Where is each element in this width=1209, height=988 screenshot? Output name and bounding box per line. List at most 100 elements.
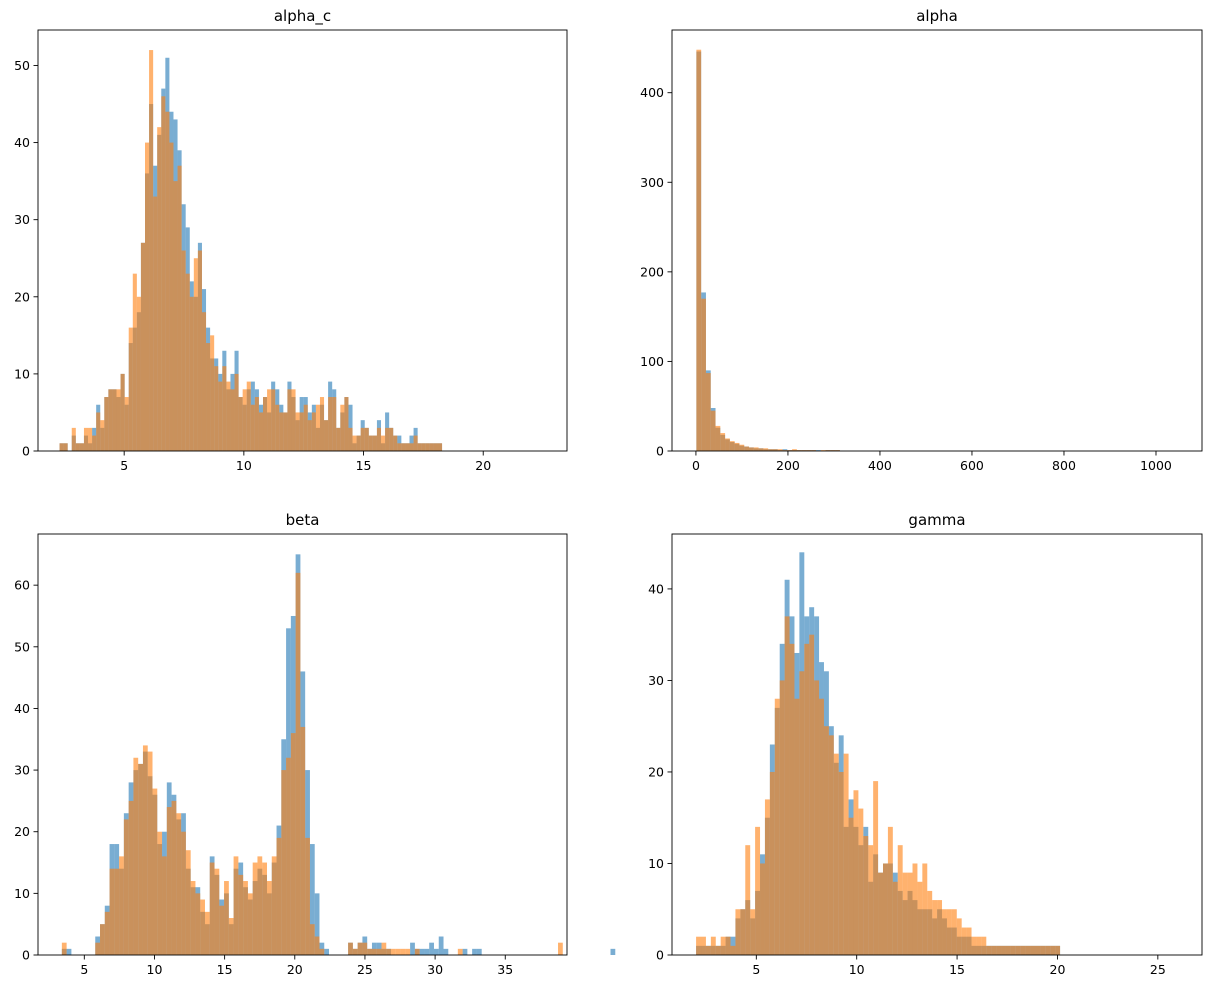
alpha-c-bar (397, 435, 402, 451)
beta-bar (233, 856, 239, 955)
alpha-c-bar (409, 443, 414, 451)
alpha-c-bar (356, 435, 361, 451)
gamma-bar (710, 936, 716, 955)
beta-y-tick-label: 20 (14, 824, 30, 839)
beta-bar (419, 948, 425, 955)
alpha-c-bar (124, 397, 129, 451)
beta-bar (166, 807, 172, 955)
gamma-bar (887, 826, 893, 955)
beta-bar (190, 881, 196, 955)
gamma-bar (804, 643, 810, 955)
beta-bar (610, 948, 616, 955)
alpha-bar (696, 49, 702, 452)
beta-bar (123, 819, 129, 955)
alpha-bar (806, 450, 812, 451)
beta-bar (309, 924, 315, 955)
gamma-bar (833, 753, 839, 955)
beta-bar (100, 924, 105, 955)
alpha-c-bar (116, 389, 121, 451)
beta-bar (405, 948, 411, 955)
beta-bar (348, 942, 353, 955)
beta-bar (104, 911, 110, 955)
beta-bar (433, 948, 439, 955)
beta-bar (558, 942, 563, 955)
alpha-c-x-tick-label: 5 (120, 458, 128, 473)
alpha-bar (753, 447, 759, 451)
alpha-c-bar (173, 181, 178, 451)
alpha-c-bar (381, 435, 386, 451)
alpha-c-bar (364, 427, 369, 451)
gamma-y-tick-label: 0 (656, 948, 664, 963)
alpha-bar (729, 441, 735, 451)
alpha-c-bar (267, 389, 272, 451)
alpha-c-bar (165, 111, 170, 451)
alpha-bar (725, 438, 730, 451)
beta-bar (138, 763, 143, 955)
alpha-c-bar (328, 397, 333, 451)
gamma-bar (715, 945, 721, 955)
beta-bar (305, 837, 310, 955)
beta-bar (228, 918, 234, 955)
beta-bar (424, 948, 430, 955)
alpha-c-bar (340, 404, 345, 451)
alpha-c-bar (397, 443, 402, 451)
alpha-c-bar (128, 327, 133, 451)
gamma-x-tick-label: 25 (1150, 962, 1166, 977)
alpha-c-bar (136, 296, 141, 451)
beta-bar (295, 572, 301, 955)
alpha-c-bar (291, 389, 296, 451)
alpha-c-bar (429, 443, 434, 451)
beta-bar (381, 942, 387, 955)
alpha-bar (816, 450, 821, 451)
gamma-bar (853, 790, 859, 955)
beta-bar (243, 881, 248, 955)
alpha-y-tick-label: 300 (640, 175, 664, 190)
gamma-bar (848, 817, 854, 955)
alpha-c-bar (132, 273, 137, 451)
gamma-y-tick-label: 30 (648, 673, 664, 688)
alpha-c-bar (214, 366, 219, 451)
alpha-bar (715, 425, 721, 451)
beta-y-tick-label: 30 (14, 763, 30, 778)
beta-bar (281, 770, 287, 955)
beta-bar (314, 936, 320, 955)
alpha-c-bar (112, 389, 117, 451)
gamma-x-tick-label: 5 (752, 962, 760, 977)
beta-x-tick-label: 15 (217, 962, 233, 977)
alpha-c-bar (417, 443, 422, 451)
panel-alpha-c: alpha_c 5 10 15 20 0 10 20 30 40 50 (14, 7, 568, 473)
alpha-bar (811, 450, 816, 451)
alpha-c-bar (307, 420, 312, 451)
gamma-bar (1010, 945, 1016, 955)
alpha-c-bar (157, 127, 162, 452)
alpha-bar (701, 298, 706, 451)
gamma-bar (883, 863, 888, 955)
alpha-c-bar (177, 165, 182, 451)
beta-bar (376, 942, 382, 955)
alpha-c-bar (344, 397, 349, 451)
alpha-c-bar (181, 250, 186, 451)
alpha-c-bar (210, 335, 215, 451)
gamma-bar (902, 872, 908, 955)
beta-x-tick-label: 10 (147, 962, 163, 977)
alpha-c-bar (226, 381, 231, 451)
beta-bar (324, 948, 330, 955)
alpha-c-bar (169, 142, 174, 451)
alpha-bar (768, 449, 773, 451)
beta-bar (257, 856, 263, 955)
alpha-c-bar (336, 427, 341, 451)
alpha-bar (710, 410, 716, 451)
gamma-title: gamma (908, 511, 965, 529)
alpha-c-bar (360, 427, 365, 451)
alpha-c-y-tick-label: 50 (14, 58, 30, 73)
beta-bar (457, 948, 463, 955)
gamma-bar (971, 936, 977, 955)
gamma-bar (1025, 945, 1031, 955)
alpha-bar (782, 450, 788, 451)
alpha-bar (796, 450, 802, 451)
gamma-bar (946, 909, 952, 955)
gamma-bar (843, 753, 849, 955)
alpha-y-tick-label: 0 (656, 444, 664, 459)
alpha-c-bar (88, 427, 93, 451)
